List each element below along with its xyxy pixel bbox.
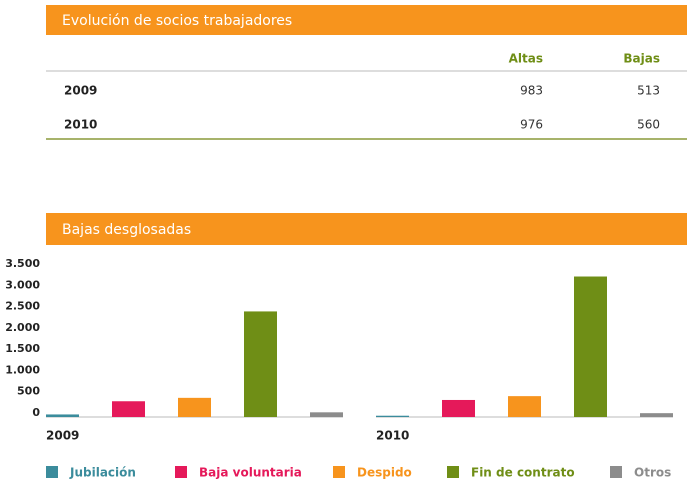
bar [574, 276, 607, 417]
bar [112, 401, 145, 417]
x-tick-label: 2009 [46, 429, 79, 443]
table-title: Evolución de socios trabajadores [62, 13, 292, 29]
chart-title: Bajas desglosadas [62, 222, 191, 238]
x-tick-label: 2010 [376, 429, 409, 443]
y-tick-label: 0 [32, 406, 40, 419]
legend-swatch [46, 466, 58, 478]
bar [442, 399, 475, 417]
y-tick-label: 1.500 [5, 342, 40, 355]
y-tick-label: 3.500 [5, 257, 40, 270]
cell: 976 [520, 118, 543, 132]
legend-label: Despido [357, 466, 412, 480]
bar [46, 414, 79, 417]
legend-swatch [175, 466, 187, 478]
bar [310, 412, 343, 417]
cell: 513 [637, 84, 660, 98]
bar [178, 397, 211, 417]
legend-label: Jubilación [69, 466, 136, 480]
chart-header-bar [46, 213, 687, 245]
column-header: Bajas [623, 52, 660, 66]
bar [508, 396, 541, 417]
column-header: Altas [509, 52, 543, 66]
cell: 983 [520, 84, 543, 98]
legend-swatch [333, 466, 345, 478]
y-tick-label: 2.500 [5, 300, 40, 313]
y-tick-label: 500 [17, 385, 40, 398]
bar [244, 311, 277, 417]
legend-label: Fin de contrato [471, 466, 575, 480]
table-header-bar [46, 5, 687, 35]
legend-label: Baja voluntaria [199, 466, 302, 480]
y-tick-label: 2.000 [5, 321, 40, 334]
y-tick-label: 1.000 [5, 363, 40, 376]
bar [640, 413, 673, 417]
bar [376, 415, 409, 417]
row-label: 2010 [64, 118, 97, 132]
legend-label: Otros [634, 466, 671, 480]
legend-swatch [610, 466, 622, 478]
row-label: 2009 [64, 84, 97, 98]
cell: 560 [637, 118, 660, 132]
legend-swatch [447, 466, 459, 478]
y-tick-label: 3.000 [5, 278, 40, 291]
